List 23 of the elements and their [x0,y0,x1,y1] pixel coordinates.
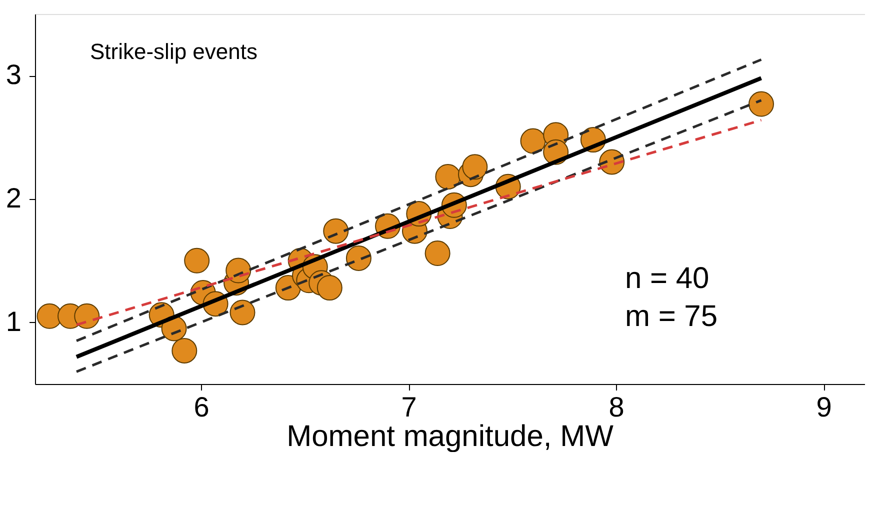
point [74,303,100,329]
x-tick-label: 8 [608,392,624,422]
point [424,240,450,266]
x-axis-title: Moment magnitude, MW [286,420,614,453]
point [346,245,372,271]
point [520,128,546,154]
x-tick-label: 6 [194,392,210,422]
annotation: n = 40 [625,262,710,295]
annotation: m = 75 [625,300,718,333]
x-tick-label: 9 [816,392,832,422]
point [230,300,256,326]
y-tick-label: 1 [6,306,22,337]
point [316,275,342,301]
point [184,248,210,274]
point [172,338,198,364]
annotation: Strike-slip events [90,39,258,64]
point [435,164,461,190]
x-tick-label: 7 [401,392,417,422]
point [462,154,488,180]
point [748,91,774,117]
point [323,218,349,244]
y-tick-label: 2 [6,182,22,214]
y-tick-label: 3 [6,59,22,90]
